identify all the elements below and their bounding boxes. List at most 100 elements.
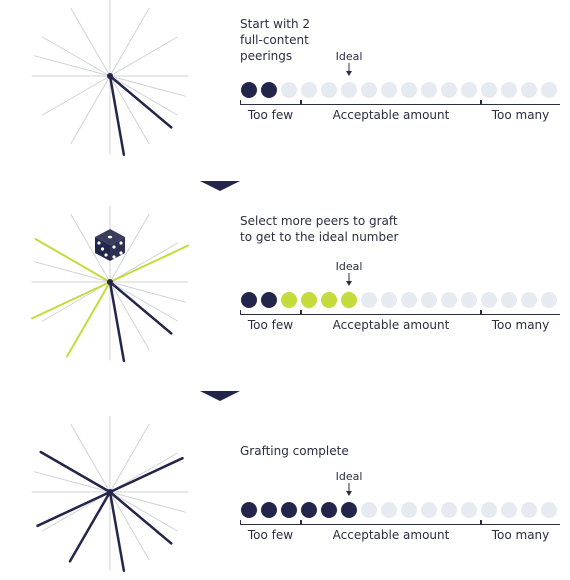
peer-dot: [381, 292, 397, 308]
peer-connection-line: [34, 471, 111, 493]
peer-dot: [321, 82, 337, 98]
flow-arrow-icon: [200, 391, 240, 401]
peer-dot: [261, 292, 277, 308]
ideal-marker: Ideal: [331, 470, 367, 497]
peer-network-diagram: [31, 206, 189, 363]
peer-connection-line: [41, 75, 111, 116]
step-caption: Grafting complete: [240, 444, 349, 458]
peer-dot: [281, 292, 297, 308]
too-many-bracket: [481, 310, 560, 315]
full-content-peer-line: [108, 490, 173, 545]
grafted-peer-line: [109, 244, 189, 283]
full-content-peer-line: [108, 456, 184, 494]
acceptable-bracket: [301, 310, 481, 315]
full-content-peer-line: [68, 490, 112, 563]
acceptable-bracket: [301, 520, 481, 525]
peer-dot: [381, 502, 397, 518]
peer-connection-line: [109, 7, 150, 77]
grafted-peer-line: [34, 238, 111, 283]
down-arrow-icon: [346, 483, 352, 496]
peer-dot: [481, 502, 497, 518]
peer-dot: [441, 502, 457, 518]
ideal-marker: Ideal: [331, 50, 367, 77]
peer-dot: [541, 82, 557, 98]
peer-dot: [441, 292, 457, 308]
peer-dot: [321, 292, 337, 308]
peer-dot: [241, 292, 257, 308]
peer-dot: [281, 82, 297, 98]
too-few-label: Too few: [247, 108, 294, 122]
peer-dot: [521, 292, 537, 308]
step-panel-1: Start with 2 full-content peerings Ideal…: [0, 0, 570, 160]
peer-dot: [401, 502, 417, 518]
peer-connection-line: [109, 423, 150, 493]
range-scale: Too few Acceptable amount Too many: [240, 100, 560, 130]
peer-dot: [281, 502, 297, 518]
acceptable-bracket: [301, 100, 481, 105]
range-scale: Too few Acceptable amount Too many: [240, 520, 560, 550]
dice-icon: [95, 229, 125, 261]
acceptable-label: Acceptable amount: [332, 108, 450, 122]
local-node: [107, 279, 113, 285]
full-content-peer-line: [39, 450, 112, 494]
peer-dot: [241, 502, 257, 518]
peer-dot: [341, 292, 357, 308]
ideal-label: Ideal: [335, 50, 363, 63]
peer-connection-line: [41, 281, 111, 322]
peer-dot: [261, 82, 277, 98]
peer-dot: [501, 82, 517, 98]
peer-dot: [341, 502, 357, 518]
peer-dot: [381, 82, 397, 98]
grafted-peer-line: [31, 281, 111, 320]
range-scale: Too few Acceptable amount Too many: [240, 310, 560, 340]
peer-dot: [501, 502, 517, 518]
step-caption: Select more peers to graft to get to the…: [240, 214, 399, 244]
full-content-peer-line: [108, 280, 126, 363]
peer-connection-line: [109, 75, 186, 97]
peer-dot: [241, 82, 257, 98]
too-few-bracket: [240, 520, 301, 525]
peer-dot: [401, 82, 417, 98]
peer-connection-line: [109, 491, 150, 561]
peer-dot: [541, 292, 557, 308]
acceptable-label: Acceptable amount: [332, 318, 450, 332]
peer-dot: [321, 502, 337, 518]
too-many-bracket: [481, 520, 560, 525]
peer-dot: [421, 292, 437, 308]
down-arrow-icon: [346, 63, 352, 76]
local-node: [107, 489, 113, 495]
peer-network-diagram: [31, 0, 189, 157]
ideal-label: Ideal: [335, 470, 363, 483]
peer-connection-line: [109, 75, 150, 145]
peer-dot: [361, 82, 377, 98]
peer-connection-line: [34, 261, 111, 283]
peer-dot: [521, 502, 537, 518]
too-many-bracket: [481, 100, 560, 105]
peer-dot: [361, 502, 377, 518]
peer-dot: [481, 82, 497, 98]
peer-connection-line: [34, 55, 111, 77]
peer-connection-line: [109, 281, 179, 322]
peer-connection-line: [109, 281, 186, 303]
peer-connection-line: [109, 491, 186, 513]
full-content-peer-line: [108, 74, 173, 129]
peer-connection-line: [109, 36, 179, 77]
too-few-label: Too few: [247, 318, 294, 332]
peer-dot: [521, 82, 537, 98]
flow-arrow-icon: [200, 181, 240, 191]
peer-dot: [461, 82, 477, 98]
step-panel-3: Grafting complete Ideal Too few Acceptab…: [0, 416, 570, 576]
full-content-peer-line: [108, 280, 173, 335]
peer-dot: [301, 292, 317, 308]
peer-connection-line: [109, 75, 179, 116]
peer-connection-line: [41, 36, 111, 77]
too-many-label: Too many: [491, 318, 550, 332]
too-few-bracket: [240, 100, 301, 105]
peer-dot: [421, 82, 437, 98]
full-content-peer-line: [108, 74, 126, 157]
peer-dot: [501, 292, 517, 308]
peer-dot: [301, 502, 317, 518]
peer-dot: [261, 502, 277, 518]
peer-connection-line: [70, 213, 111, 283]
ideal-marker: Ideal: [331, 260, 367, 287]
